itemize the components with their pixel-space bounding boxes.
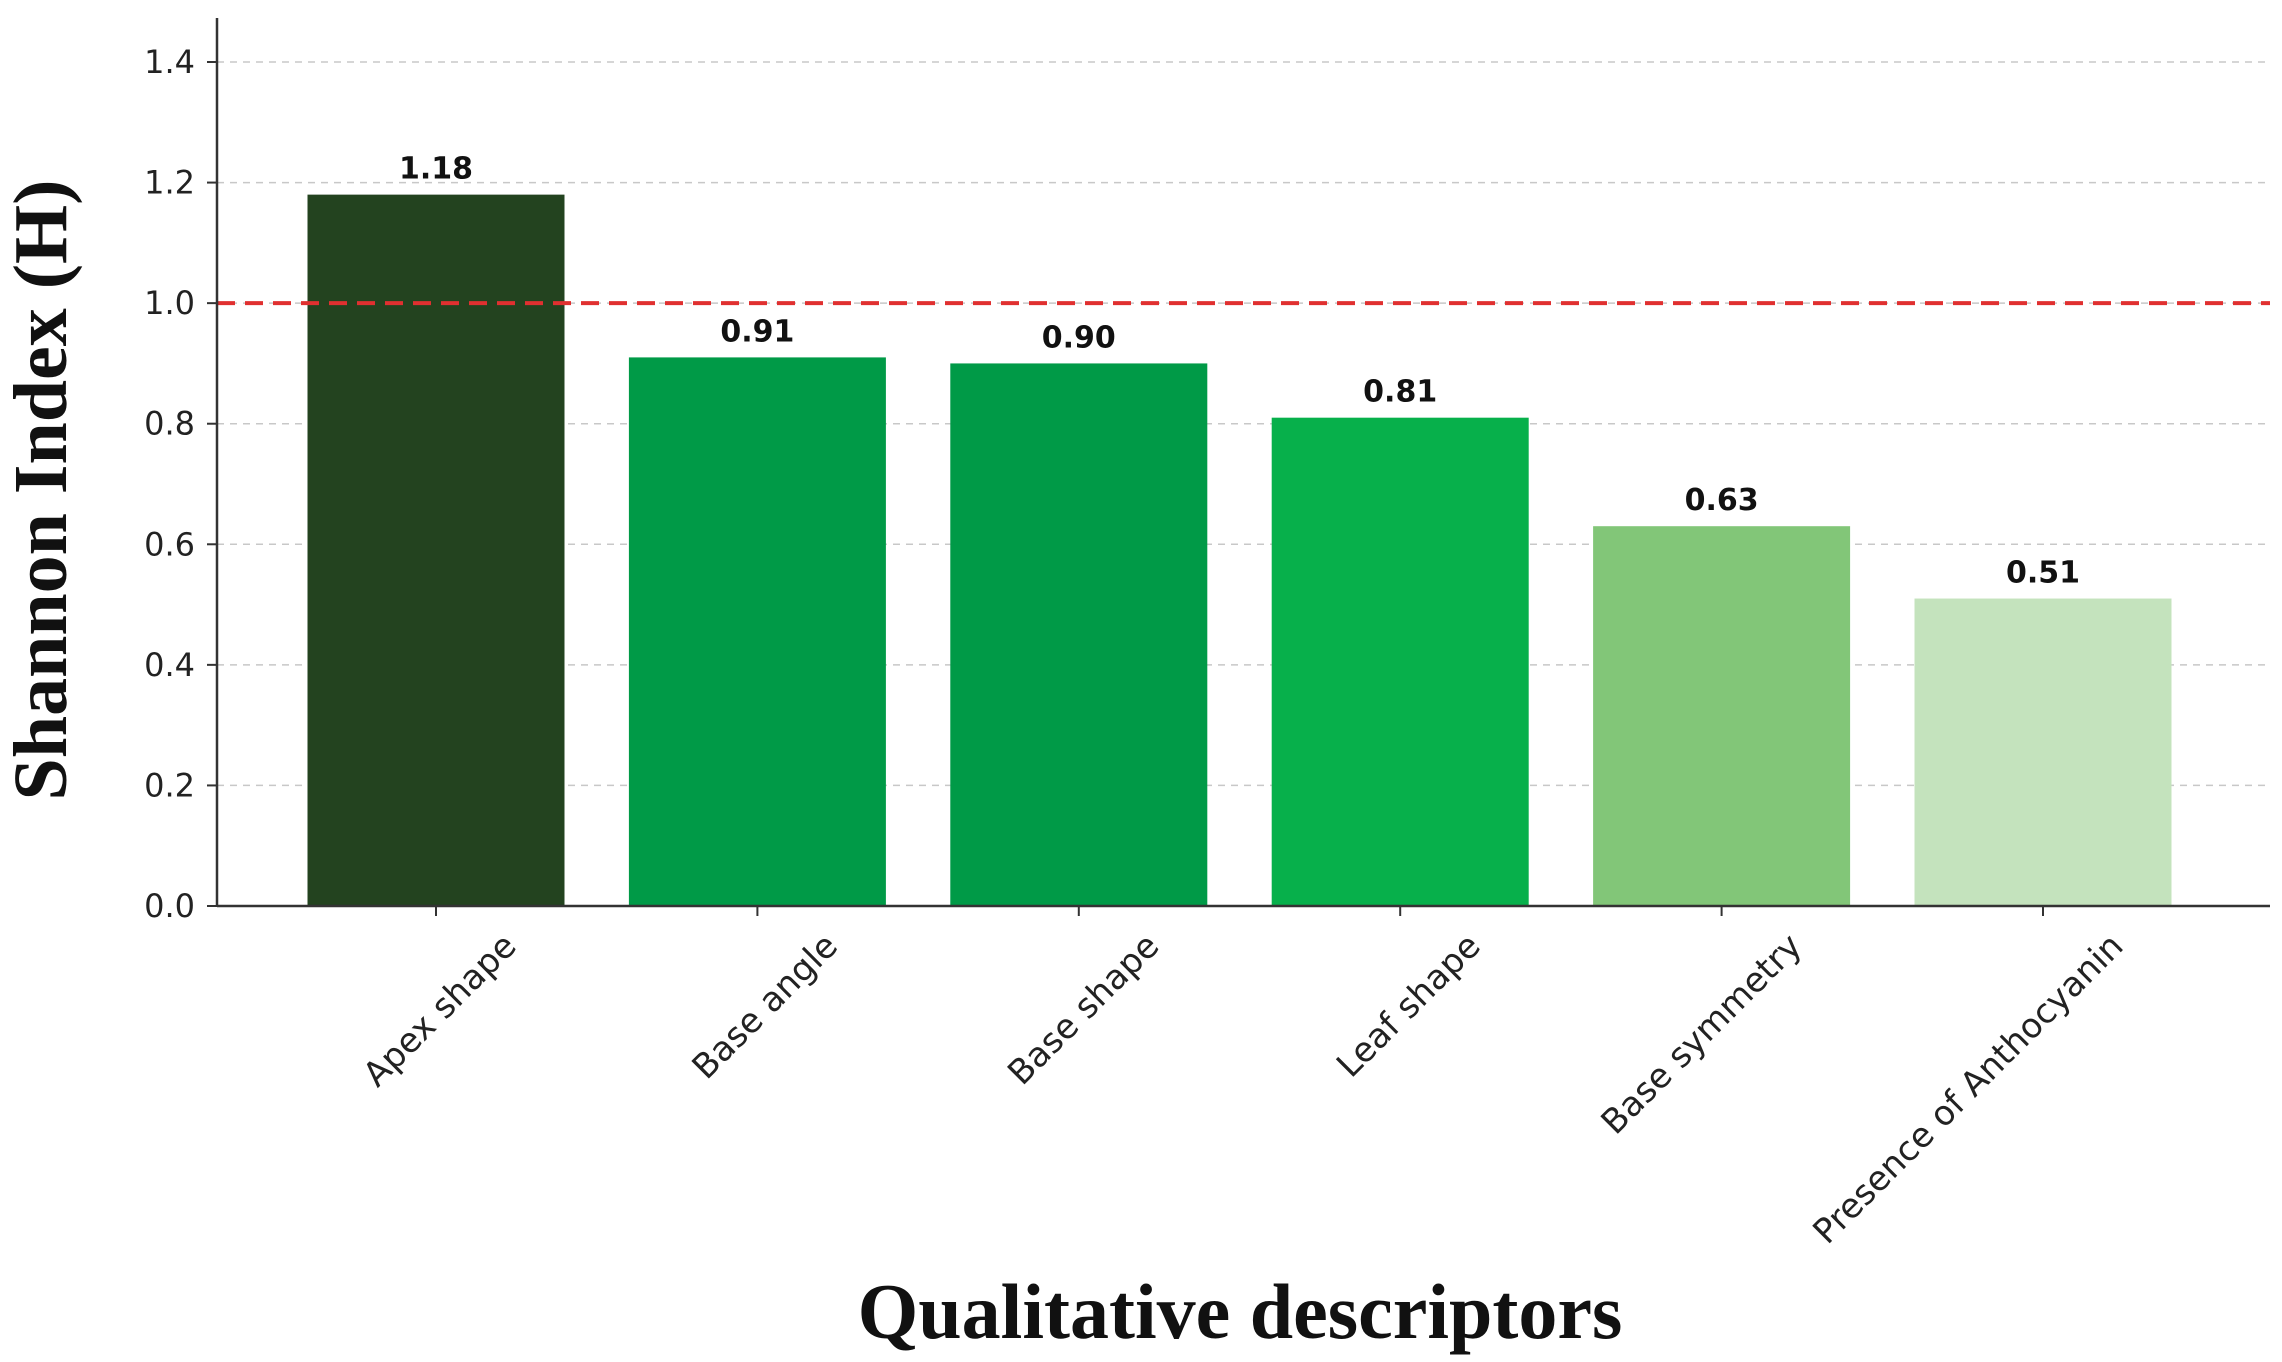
- bar: [1914, 598, 2172, 906]
- bar-value-label: 0.90: [1042, 320, 1116, 355]
- x-tick-label: Base shape: [1000, 926, 1167, 1093]
- x-tick-label: Presence of Anthocyanin: [1805, 926, 2131, 1252]
- bar: [628, 357, 886, 906]
- y-tick-label: 0.0: [144, 887, 195, 925]
- x-tick-label: Base symmetry: [1594, 926, 1810, 1142]
- y-axis-title: Shannon Index (H): [0, 180, 83, 801]
- bar: [950, 363, 1208, 906]
- bar: [1271, 417, 1529, 906]
- bar-value-label: 0.63: [1685, 483, 1759, 518]
- bar: [307, 194, 565, 907]
- y-tick-label: 1.2: [144, 164, 195, 202]
- x-tick-label: Leaf shape: [1329, 926, 1488, 1085]
- y-tick-label: 1.4: [144, 43, 195, 81]
- value-labels: 1.18 0.91 0.90 0.81 0.63 0.51: [399, 152, 2080, 591]
- x-ticks: Apex shape Base angle Base shape Leaf shape…: [356, 906, 2131, 1252]
- bar-value-label: 0.51: [2006, 556, 2080, 591]
- y-tick-label: 0.8: [144, 405, 195, 443]
- x-tick-label: Base angle: [685, 926, 846, 1087]
- bar-value-label: 0.81: [1363, 375, 1437, 410]
- bar-value-label: 1.18: [399, 152, 473, 187]
- bars: [307, 194, 2172, 907]
- bar-value-label: 0.91: [720, 314, 794, 349]
- y-tick-label: 1.0: [144, 284, 195, 322]
- x-tick-label: Apex shape: [356, 926, 525, 1095]
- x-axis-title: Qualitative descriptors: [858, 1268, 1623, 1355]
- y-ticks: 0.0 0.2 0.4 0.6 0.8 1.0 1.2 1.4: [144, 43, 217, 925]
- y-tick-label: 0.4: [144, 646, 195, 684]
- bar: [1593, 526, 1851, 906]
- y-tick-label: 0.2: [144, 766, 195, 804]
- axes: [215, 18, 2270, 908]
- y-tick-label: 0.6: [144, 525, 195, 563]
